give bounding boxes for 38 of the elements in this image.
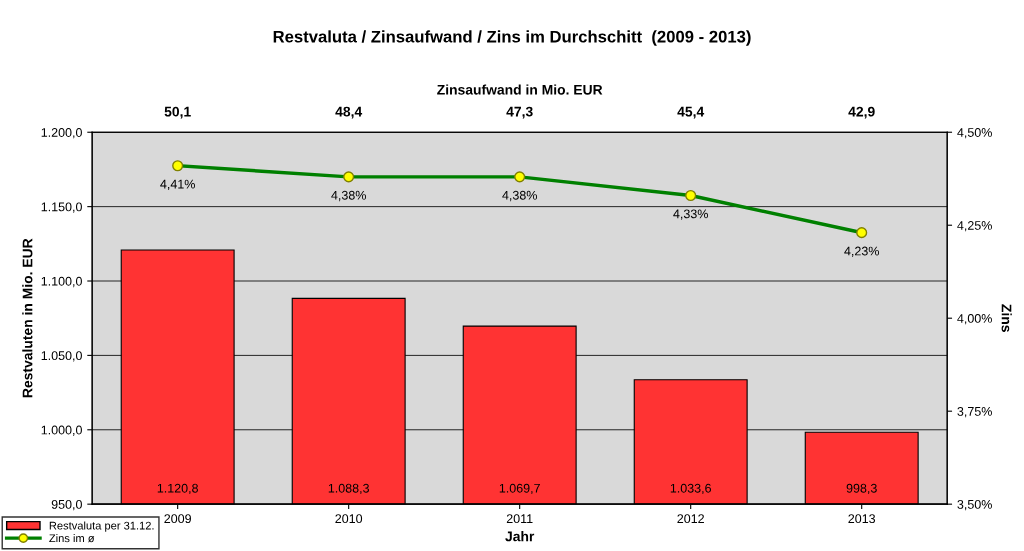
x-tick-label: 2010 [335, 514, 363, 524]
x-tick-label: 2009 [164, 514, 191, 524]
y-tick-label: 1.050,0 [41, 351, 82, 362]
data-label: 4,41% [160, 179, 195, 190]
data-label: 1.088,3 [328, 483, 369, 495]
x2-axis-title: Zinsaufwand in Mio. EUR [437, 84, 603, 95]
data-label: 4,33% [673, 209, 708, 220]
y2-tick-label: 4,50% [957, 128, 992, 139]
data-label: 998,3 [846, 483, 877, 495]
text: 48,4 [335, 106, 363, 119]
x-tick-label: 2012 [677, 514, 704, 524]
y-tick-label: 1.200,0 [41, 128, 82, 139]
y-tick-label: 1.100,0 [41, 276, 82, 288]
data-label: 4,23% [844, 246, 879, 257]
y-axis-title: Restvaluten in Mio. EUR [22, 238, 33, 398]
data-label: 1.033,6 [670, 483, 711, 495]
chart-title: Restvaluta / Zinsaufwand / Zins im Durchschitt (2009 - 2013) [273, 30, 751, 46]
y2-tick-label: 3,75% [957, 406, 992, 418]
y2-tick-label: 4,25% [957, 221, 992, 232]
x-axis-title: Jahr [505, 531, 535, 542]
y-tick-label: 1.000,0 [41, 425, 82, 436]
y2-tick-label: 4,00% [957, 314, 992, 325]
y2-axis-title: Zins [1001, 304, 1012, 332]
data-label: 4,38% [502, 190, 537, 202]
data-label: 1.120,8 [157, 483, 198, 495]
text: 47,3 [506, 106, 533, 119]
legend-label: Zins im ø [49, 533, 95, 543]
x-tick-label: 2013 [848, 514, 876, 524]
y2-tick-label: 3,50% [957, 499, 992, 511]
data-label: 4,38% [331, 190, 366, 202]
x-tick-label: 2011 [506, 514, 533, 524]
y-tick-label: 1.150,0 [41, 202, 82, 213]
text: 42,9 [848, 106, 875, 119]
text: 45,4 [677, 106, 705, 119]
y-tick-label: 950,0 [51, 499, 82, 511]
text: 50,1 [164, 106, 191, 119]
data-label: 1.069,7 [499, 483, 540, 495]
legend-label: Restvaluta per 31.12. [49, 521, 154, 532]
